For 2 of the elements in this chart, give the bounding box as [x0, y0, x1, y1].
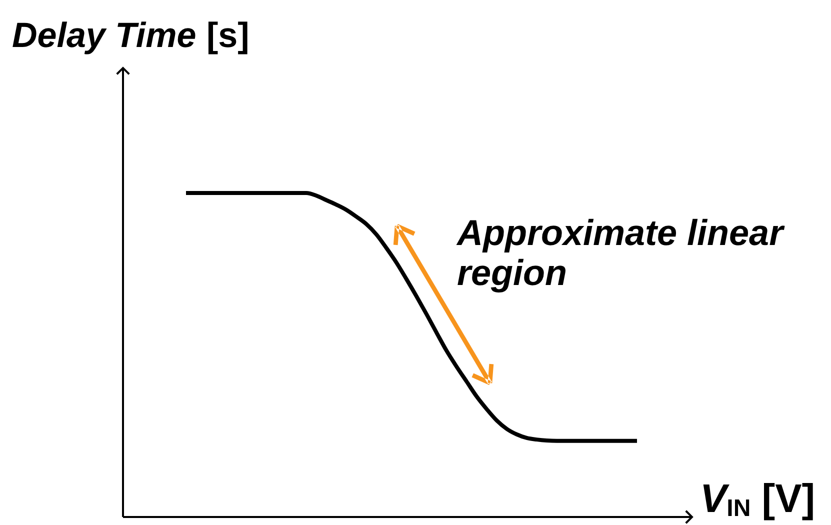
- annotation: Approximate linear region: [456, 212, 786, 293]
- y-axis-title: Delay Time [s]: [12, 16, 250, 55]
